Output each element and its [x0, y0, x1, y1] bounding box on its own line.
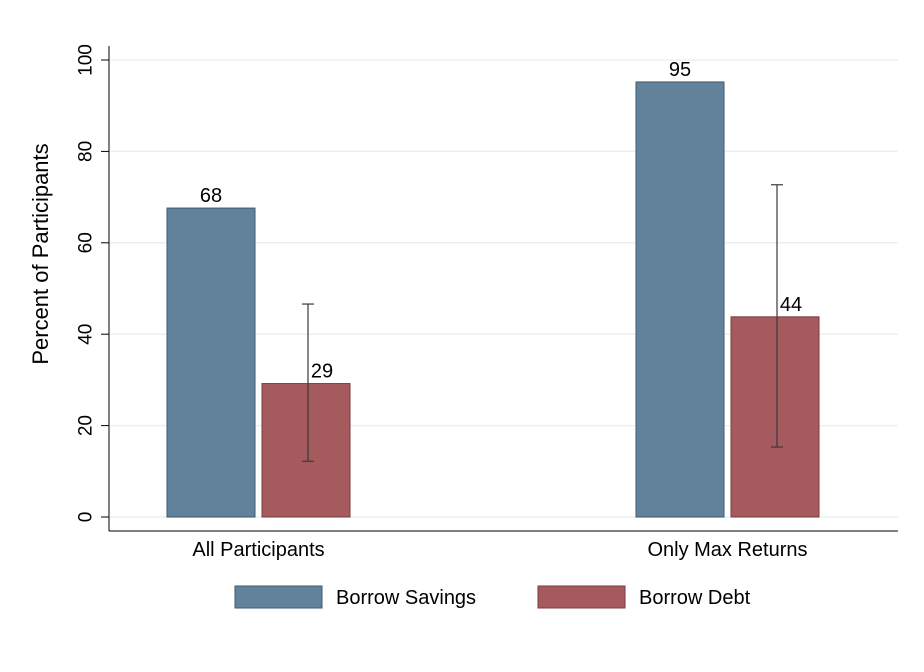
y-tick-label: 0	[76, 512, 97, 523]
bars	[166, 81, 820, 518]
bar-borrow-savings	[635, 81, 725, 518]
bar-borrow-debt	[261, 383, 351, 518]
y-tick-label: 100	[76, 44, 97, 76]
bar-value-label: 95	[669, 59, 691, 81]
legend-swatch	[234, 585, 323, 609]
x-category-labels: All Participants Only Max Returns	[192, 539, 807, 561]
bar-value-label: 68	[200, 185, 222, 207]
y-ticks: 0 20 40 60 80 100	[76, 44, 109, 522]
legend-label: Borrow Debt	[639, 587, 751, 609]
bar-value-labels: 68 29 95 44	[200, 59, 802, 383]
y-tick-label: 20	[76, 415, 97, 436]
axes	[108, 46, 898, 532]
bar-value-label: 29	[311, 361, 333, 383]
y-tick-label: 80	[76, 141, 97, 162]
legend: Borrow Savings Borrow Debt	[234, 585, 751, 609]
y-tick-label: 40	[76, 324, 97, 345]
error-bars	[302, 184, 783, 462]
legend-label: Borrow Savings	[336, 587, 476, 609]
bar-value-label: 44	[780, 294, 802, 316]
bar-borrow-debt	[730, 316, 820, 518]
x-category-label: Only Max Returns	[647, 539, 807, 561]
legend-swatch	[537, 585, 626, 609]
x-category-label: All Participants	[192, 539, 324, 561]
bar-borrow-savings	[166, 207, 256, 518]
y-tick-label: 60	[76, 232, 97, 253]
y-axis-title: Percent of Participants	[28, 143, 53, 364]
